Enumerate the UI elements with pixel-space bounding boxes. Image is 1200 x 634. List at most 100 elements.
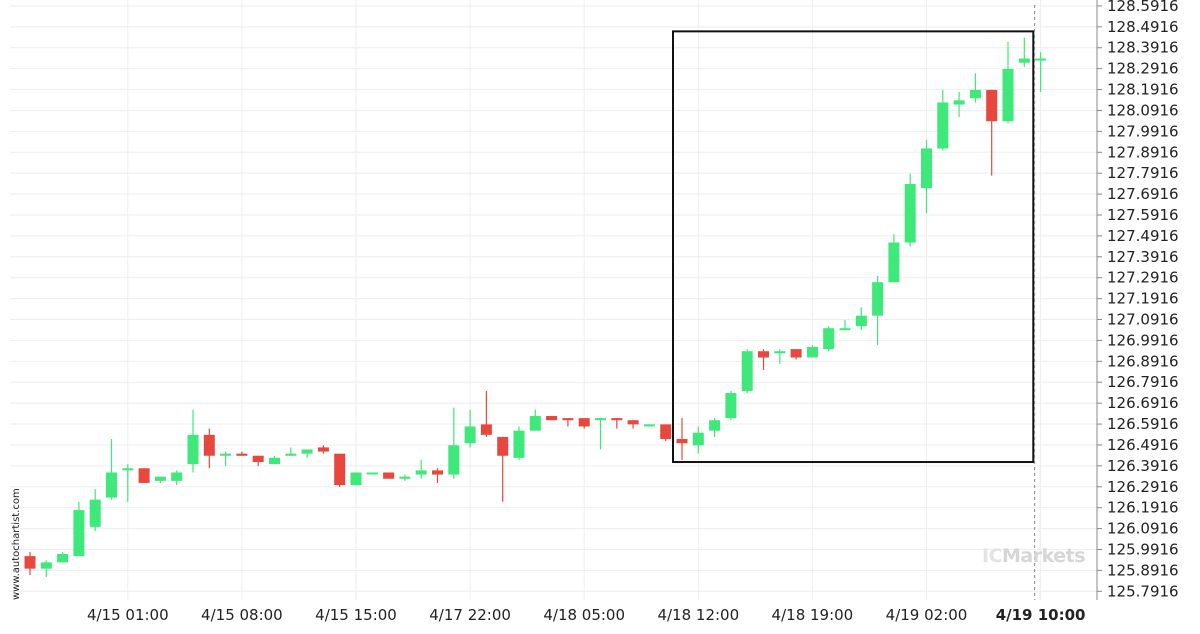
- candle-up: [106, 472, 117, 498]
- overlays: [672, 5, 1036, 600]
- y-tick-label: 128.2916: [1107, 60, 1179, 78]
- candle-down: [676, 439, 688, 444]
- x-axis: 4/15 01:00 4/15 08:00 4/15 15:00 4/17 22:00…: [87, 606, 1086, 624]
- brand-prefix: IC: [982, 545, 1003, 567]
- y-tick-label: 127.3916: [1107, 248, 1179, 266]
- candle-up: [643, 424, 655, 427]
- y-tick-label: 128.1916: [1107, 81, 1179, 99]
- candle-up: [171, 472, 183, 481]
- y-tick-label: 127.1916: [1107, 290, 1179, 308]
- candle-up: [448, 445, 460, 475]
- candle-down: [611, 418, 623, 421]
- y-tick-label: 126.5916: [1107, 415, 1179, 433]
- y-tick-label: 126.2916: [1107, 478, 1179, 496]
- candle-down: [790, 349, 802, 358]
- candle-down: [317, 447, 329, 452]
- candle-up: [73, 510, 85, 557]
- candle-up: [709, 420, 721, 431]
- candle-up: [774, 351, 786, 354]
- y-tick-label: 127.4916: [1107, 227, 1179, 245]
- candle-up: [122, 468, 134, 471]
- candle-up: [888, 242, 900, 283]
- candle-down: [334, 453, 346, 486]
- y-tick-label: 125.8916: [1107, 561, 1179, 579]
- candle-up: [953, 100, 965, 105]
- candle-up: [872, 282, 884, 316]
- candle-down: [546, 416, 558, 421]
- candle-up: [89, 499, 101, 527]
- y-tick-label: 126.6916: [1107, 394, 1179, 412]
- candle-up: [839, 328, 851, 331]
- candle-down: [497, 436, 509, 456]
- candle-down: [660, 424, 672, 440]
- y-tick-label: 126.3916: [1107, 457, 1179, 475]
- pattern-highlight-box: [672, 30, 1035, 464]
- candle-up: [1035, 58, 1047, 61]
- candle-up: [513, 430, 525, 458]
- candle-down: [24, 556, 36, 569]
- y-tick-label: 127.2916: [1107, 269, 1179, 287]
- candle-down: [138, 468, 150, 483]
- y-tick-label: 125.9916: [1107, 540, 1179, 558]
- candle-down: [203, 434, 215, 456]
- candle-up: [1002, 68, 1014, 122]
- x-tick-label: 4/18 12:00: [657, 606, 739, 624]
- candle-down: [758, 351, 769, 358]
- candle-down: [480, 424, 492, 435]
- candle-up: [921, 148, 932, 189]
- x-tick-label: 4/19 10:00: [996, 606, 1086, 624]
- candle-up: [301, 449, 313, 454]
- y-tick-label: 128.3916: [1107, 39, 1179, 57]
- candle-up: [415, 470, 427, 475]
- y-tick-label: 126.7916: [1107, 373, 1179, 391]
- candle-up: [269, 457, 280, 465]
- icmarkets-logo: ICMarkets: [982, 545, 1086, 567]
- candle-up: [57, 554, 69, 563]
- candle-up: [40, 562, 52, 569]
- candle-up: [1018, 58, 1030, 63]
- grid-lines: [10, 0, 1097, 600]
- candle-up: [969, 89, 981, 99]
- candles: [24, 37, 1047, 578]
- candle-down: [986, 89, 998, 122]
- y-tick-label: 127.8916: [1107, 143, 1179, 161]
- y-tick-label: 128.4916: [1107, 18, 1179, 36]
- candle-up: [399, 476, 411, 479]
- x-tick-label: 4/19 02:00: [886, 606, 968, 624]
- y-tick-label: 127.6916: [1107, 185, 1179, 203]
- x-tick-label: 4/18 05:00: [543, 606, 625, 624]
- candle-up: [464, 426, 476, 444]
- candle-up: [285, 453, 297, 456]
- x-tick-label: 4/15 08:00: [201, 606, 283, 624]
- candle-up: [350, 472, 362, 486]
- y-axis: 128.5916 128.4916 128.3916 128.2916 128.1916…: [1096, 0, 1179, 600]
- candle-up: [366, 472, 378, 475]
- y-tick-label: 126.0916: [1107, 520, 1179, 538]
- candle-up: [741, 351, 753, 391]
- x-tick-label: 4/15 15:00: [315, 606, 397, 624]
- candle-up: [937, 102, 949, 149]
- candle-down: [252, 455, 264, 463]
- candle-up: [855, 315, 867, 327]
- y-tick-label: 128.5916: [1107, 0, 1179, 15]
- y-tick-label: 127.5916: [1107, 206, 1179, 224]
- candle-down: [383, 472, 395, 479]
- candle-up: [595, 418, 606, 421]
- y-tick-label: 126.8916: [1107, 352, 1179, 370]
- candle-up: [806, 347, 818, 358]
- candle-up: [692, 432, 704, 446]
- y-tick-label: 126.1916: [1107, 499, 1179, 517]
- candle-up: [823, 328, 835, 350]
- y-tick-label: 128.0916: [1107, 101, 1179, 119]
- candle-up: [220, 453, 232, 456]
- y-tick-label: 127.9916: [1107, 122, 1179, 140]
- y-tick-label: 127.0916: [1107, 311, 1179, 329]
- candle-down: [578, 418, 590, 427]
- candle-up: [529, 416, 541, 431]
- y-tick-label: 127.7916: [1107, 164, 1179, 182]
- candle-up: [154, 476, 166, 481]
- y-tick-label: 126.9916: [1107, 331, 1179, 349]
- y-tick-label: 126.4916: [1107, 436, 1179, 454]
